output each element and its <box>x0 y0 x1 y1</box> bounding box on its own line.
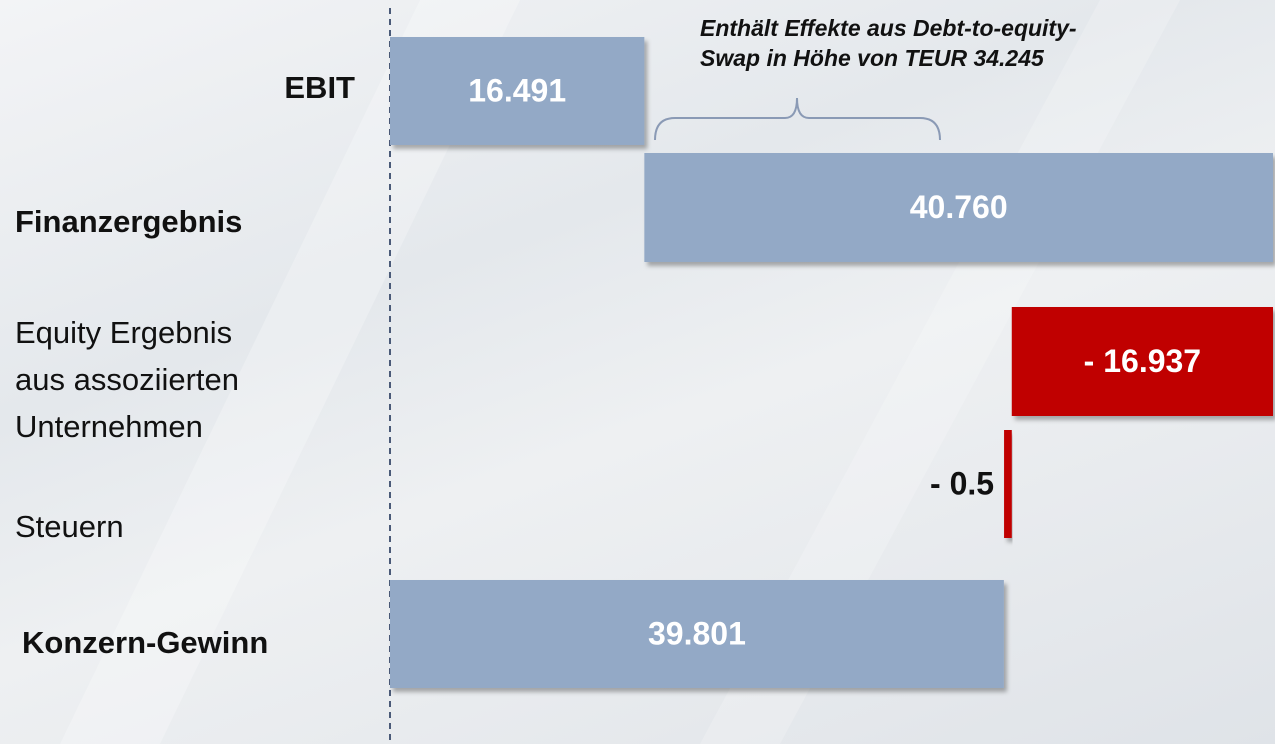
value-label: 16.491 <box>468 72 566 108</box>
value-label: - 16.937 <box>1084 343 1201 379</box>
bar <box>1004 430 1012 538</box>
value-label: 39.801 <box>648 615 746 651</box>
category-label: Finanzergebnis <box>15 204 243 239</box>
annotation: Swap in Höhe von TEUR 34.245 <box>700 45 1045 71</box>
bar <box>644 153 1273 262</box>
value-label: 40.760 <box>910 189 1008 225</box>
annotation: Enthält Effekte aus Debt-to-equity- <box>700 15 1077 41</box>
background-streak <box>60 0 520 744</box>
category-label: EBIT <box>284 70 355 105</box>
bar <box>1011 307 1273 416</box>
category-label: Equity Ergebnis aus assoziierten Unterne… <box>15 315 240 444</box>
category-label: Steuern <box>15 509 124 544</box>
bar <box>390 580 1004 688</box>
category-label: Konzern-Gewinn <box>22 625 269 660</box>
bar <box>390 37 645 145</box>
value-label: - 0.5 <box>930 465 994 501</box>
brace <box>654 97 941 141</box>
